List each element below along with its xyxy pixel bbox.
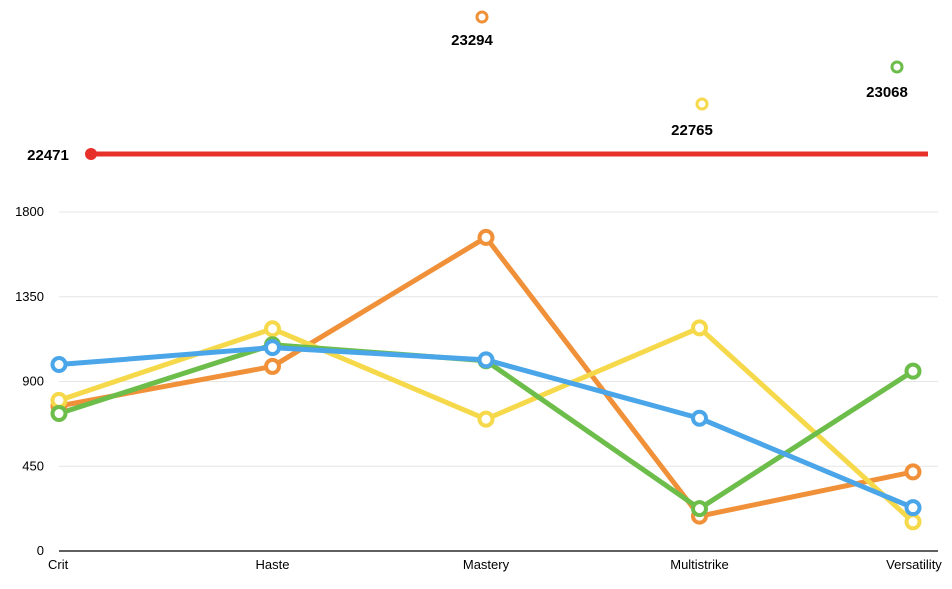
data-point — [904, 362, 922, 380]
y-tick-label: 1800 — [15, 204, 44, 219]
data-point — [691, 409, 708, 427]
data-point — [50, 391, 68, 409]
total-label: 23068 — [866, 84, 908, 101]
gridlines: 0 450 900 1350 1800 — [15, 204, 938, 558]
baseline-marker: 22471 — [27, 147, 928, 164]
baseline-point — [85, 148, 97, 160]
total-label: 22765 — [671, 122, 713, 139]
data-point — [264, 339, 281, 357]
totals-markers: 23294 22765 23068 — [451, 10, 908, 139]
data-point — [904, 463, 922, 481]
total-label: 23294 — [451, 32, 493, 49]
total-point — [890, 60, 904, 74]
total-point — [475, 10, 489, 24]
data-point — [904, 499, 922, 517]
total-point — [695, 97, 709, 111]
x-tick-label: Mastery — [463, 557, 510, 572]
data-point — [691, 500, 708, 518]
data-point — [264, 357, 281, 375]
y-tick-label: 0 — [37, 543, 44, 558]
x-tick-label: Multistrike — [670, 557, 729, 572]
axes: Crit Haste Mastery Multistrike Versatility — [48, 550, 942, 572]
y-tick-label: 900 — [22, 374, 44, 389]
x-tick-label: Haste — [256, 557, 290, 572]
data-point — [477, 410, 495, 428]
baseline-label: 22471 — [27, 147, 69, 164]
data-point — [50, 356, 68, 374]
data-point — [264, 320, 281, 338]
y-tick-label: 450 — [22, 458, 44, 473]
data-point — [50, 405, 68, 423]
y-tick-label: 1350 — [15, 289, 44, 304]
series-line — [56, 234, 916, 519]
data-point — [904, 513, 922, 531]
data-point — [477, 228, 495, 246]
series-lines — [50, 228, 922, 531]
x-tick-label: Crit — [48, 557, 69, 572]
data-point — [691, 319, 708, 337]
x-tick-label: Versatility — [886, 557, 942, 572]
data-point — [477, 351, 495, 369]
